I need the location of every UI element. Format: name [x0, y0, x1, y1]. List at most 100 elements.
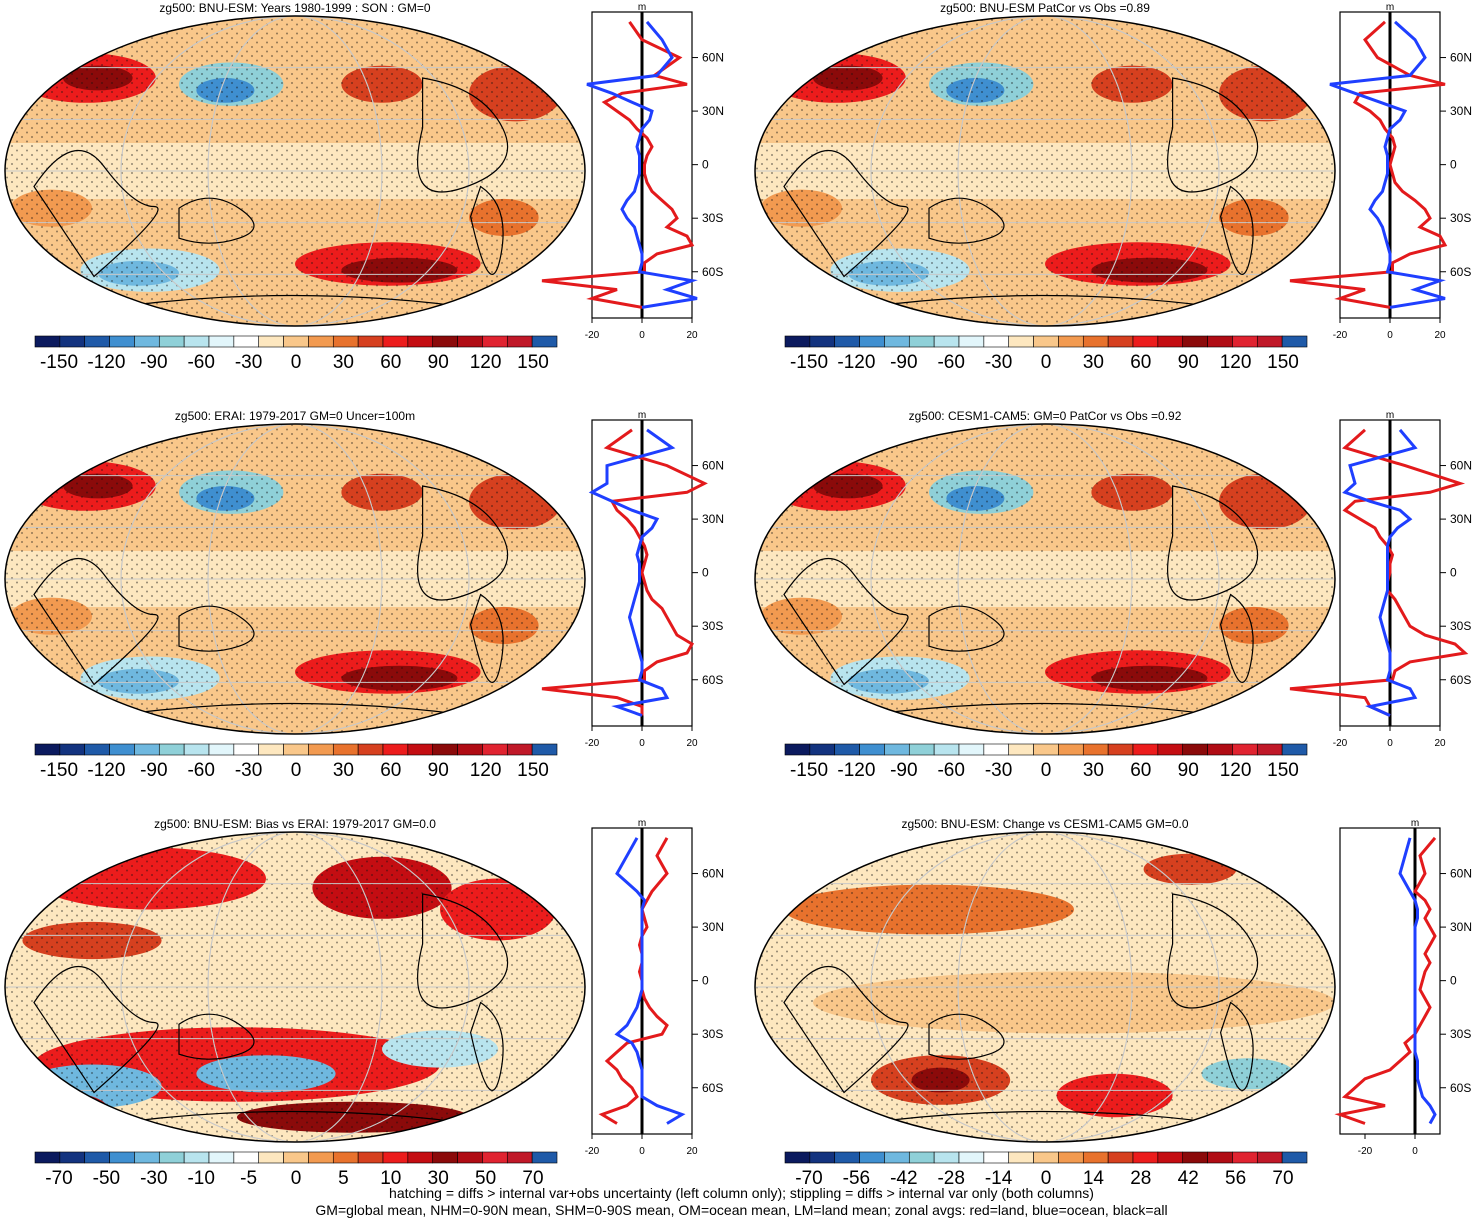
map-border — [4, 423, 586, 735]
colorbar-label: -30 — [985, 760, 1012, 781]
profile-ylabel: 60S — [1450, 265, 1471, 279]
coastline — [417, 485, 509, 601]
colorbar-swatch — [1232, 335, 1258, 348]
colorbar-swatch — [382, 743, 409, 756]
colorbar-swatch — [59, 335, 86, 348]
colorbar-label: 60 — [1130, 760, 1151, 781]
stippling — [5, 16, 585, 326]
longitude-line — [957, 832, 1133, 1142]
colorbar-swatch — [1207, 1151, 1233, 1164]
profile-land-line — [1289, 20, 1448, 309]
colorbar-label: 42 — [1178, 1168, 1199, 1189]
colorbar-label: 90 — [1178, 352, 1199, 373]
colorbar-swatch — [531, 335, 558, 348]
colorbar-label: -70 — [45, 1168, 72, 1189]
profile-ylabel: 0 — [702, 158, 709, 172]
colorbar-swatch — [34, 743, 61, 756]
colorbar-swatch — [183, 335, 210, 348]
colorbar-swatch — [457, 335, 483, 348]
coastline — [928, 605, 1005, 652]
colorbar-label: -60 — [937, 760, 964, 781]
profile-xlabel: -20 — [585, 1146, 600, 1157]
colorbar-label: 150 — [517, 352, 549, 373]
colorbar-label: -50 — [93, 1168, 120, 1189]
profile-xlabel: 0 — [639, 330, 645, 341]
colorbar-swatch — [183, 1151, 210, 1164]
colorbar-swatch — [809, 1151, 836, 1164]
profile-ylabel: 30N — [702, 920, 724, 934]
longitude-line — [120, 424, 470, 734]
colorbar-swatch — [407, 1151, 434, 1164]
profile-ylabel: 30N — [1450, 512, 1472, 526]
colorbar-label: -150 — [40, 760, 78, 781]
longitude-line — [957, 424, 1133, 734]
colorbar-label: 90 — [1178, 760, 1199, 781]
profile-ocean-line — [614, 837, 686, 1125]
colorbar-label: 60 — [380, 352, 401, 373]
profile-xlabel: -20 — [585, 330, 600, 341]
colorbar-label: 120 — [1220, 760, 1252, 781]
panel-title: zg500: BNU-ESM: Bias vs ERAI: 1979-2017 … — [154, 817, 436, 831]
colorbar-swatch — [1157, 1151, 1184, 1164]
colorbar-label: 60 — [380, 760, 401, 781]
panel-title: zg500: BNU-ESM PatCor vs Obs =0.89 — [940, 1, 1150, 15]
colorbar-swatch — [183, 743, 210, 756]
colorbar-label: -120 — [837, 352, 875, 373]
colorbar-swatch — [308, 335, 334, 348]
footer-note-2: GM=global mean, NHM=0-90N mean, SHM=0-90… — [315, 1202, 1168, 1218]
colorbar-swatch — [859, 1151, 885, 1164]
coastline — [469, 593, 504, 683]
map-border — [754, 15, 1336, 327]
colorbar-label: 150 — [517, 760, 549, 781]
colorbar-swatch — [1182, 1151, 1208, 1164]
colorbar-label: -42 — [890, 1168, 917, 1189]
colorbar-swatch — [59, 743, 86, 756]
colorbar-label: 30 — [1083, 760, 1104, 781]
profile-xlabel: -20 — [1333, 330, 1348, 341]
coastline — [178, 1013, 255, 1060]
colorbar-label: 10 — [380, 1168, 401, 1189]
longitude-line — [207, 424, 383, 734]
longitude-line — [870, 16, 1220, 326]
colorbar-swatch — [357, 335, 384, 348]
colorbar-label: 30 — [1083, 352, 1104, 373]
profile-units: m — [1386, 410, 1394, 421]
colorbar-swatch — [432, 743, 458, 756]
colorbar-label: -90 — [140, 760, 167, 781]
colorbar-swatch — [1256, 743, 1283, 756]
stippling — [755, 832, 1335, 1142]
colorbar-swatch — [1058, 1151, 1084, 1164]
profile-ylabel: 60N — [702, 51, 724, 65]
colorbar-label: 14 — [1083, 1168, 1105, 1189]
colorbar-swatch — [109, 335, 135, 348]
colorbar-swatch — [233, 335, 260, 348]
coastline — [1219, 1001, 1254, 1091]
colorbar-label: 30 — [428, 1168, 449, 1189]
coastline — [33, 150, 159, 278]
colorbar-swatch — [1232, 1151, 1258, 1164]
colorbar-swatch — [432, 1151, 458, 1164]
colorbar-label: 90 — [428, 352, 449, 373]
colorbar-swatch — [784, 743, 811, 756]
colorbar-label: 0 — [291, 760, 302, 781]
profile-ocean-line — [586, 20, 698, 309]
map-panel-1: zg500: BNU-ESM: Years 1980-1999 : SON : … — [4, 1, 586, 327]
colorbar-swatch — [158, 1151, 185, 1164]
colorbar-label: 28 — [1130, 1168, 1151, 1189]
colorbar-swatch — [382, 335, 409, 348]
colorbar-swatch — [233, 1151, 260, 1164]
colorbar-label: -30 — [235, 352, 262, 373]
colorbar-1: -150 -120 -90 -60 -30 0 30 60 90 120 150 — [34, 335, 558, 373]
coastline — [417, 77, 509, 193]
colorbar-label: -60 — [187, 760, 214, 781]
profile-ylabel: 0 — [702, 974, 709, 988]
colorbar-swatch — [908, 335, 935, 348]
colorbar-swatch — [283, 335, 309, 348]
longitude-line — [870, 832, 1220, 1142]
colorbar-swatch — [834, 335, 860, 348]
map-panel-6: zg500: BNU-ESM: Change vs CESM1-CAM5 GM=… — [754, 817, 1336, 1143]
colorbar-swatch — [482, 335, 508, 348]
profile-ocean-line — [588, 428, 676, 717]
colorbar-swatch — [958, 335, 985, 348]
